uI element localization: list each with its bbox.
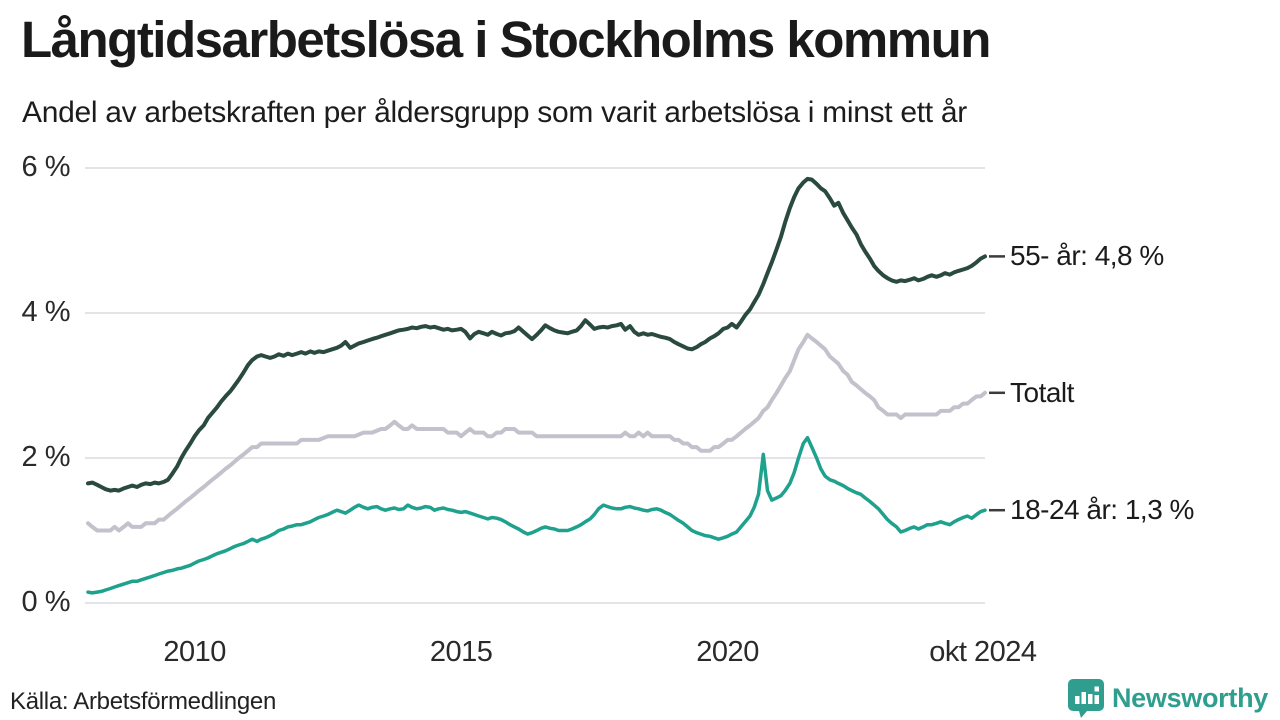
series-line-total [86, 332, 987, 533]
y-tick-label-6: 6 % [21, 150, 71, 183]
series-line-age1824 [86, 435, 987, 595]
x-tick-label-2020: 2020 [696, 636, 759, 668]
page-subtitle: Andel av arbetskraften per åldersgrupp s… [22, 96, 967, 129]
newsworthy-logo: Newsworthy [1067, 678, 1268, 718]
x-tick-label-2010: 2010 [163, 636, 226, 668]
newsworthy-pin-icon [1067, 679, 1104, 718]
newsworthy-wordmark: Newsworthy [1111, 682, 1268, 713]
y-tick-label-0: 0 % [21, 585, 71, 618]
y-tick-label-4: 4 % [21, 295, 71, 328]
series-label-age1824: 18-24 år: 1,3 % [1010, 494, 1194, 526]
series-label-total: Totalt [1010, 376, 1074, 408]
series-line-age55 [86, 176, 987, 493]
source-note: Källa: Arbetsförmedlingen [10, 688, 276, 715]
series-label-age55: 55- år: 4,8 % [1010, 240, 1164, 272]
x-tick-label-2015: 2015 [429, 636, 493, 668]
x-tick-label-okt-2024: okt 2024 [929, 636, 1037, 668]
y-tick-label-2: 2 % [21, 440, 71, 473]
page-title: Långtidsarbetslösa i Stockholms kommun [21, 11, 991, 68]
